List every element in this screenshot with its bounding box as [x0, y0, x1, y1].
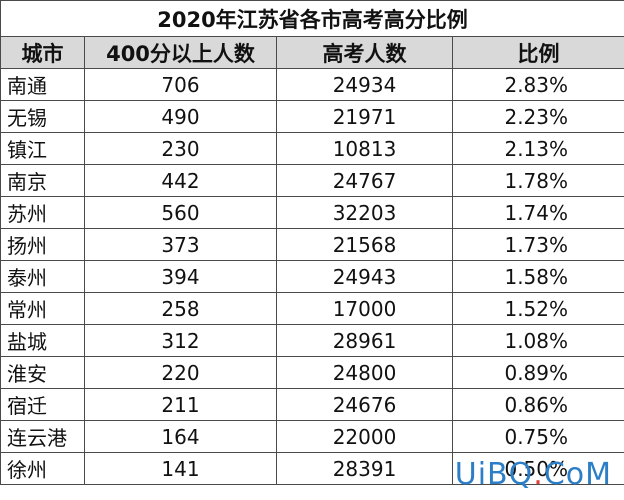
table-row: 连云港 164 22000 0.75% [0, 420, 624, 453]
exam-takers-cell: 24800 [276, 356, 453, 389]
ratio-cell: 1.58% [451, 260, 624, 293]
high-score-count-cell: 373 [84, 228, 277, 261]
ratio-cell: 0.75% [451, 420, 624, 453]
ratio-cell: 0.89% [451, 356, 624, 389]
city-cell: 徐州 [0, 452, 85, 485]
table-body: 南通 706 24934 2.83% 无锡 490 21971 2.23% 镇江 230 10813… [0, 68, 624, 485]
table-row: 南京 442 24767 1.78% [0, 164, 624, 197]
high-score-count-cell: 706 [84, 68, 277, 101]
exam-takers-cell: 24934 [276, 68, 453, 101]
high-score-count-cell: 141 [84, 452, 277, 485]
high-score-count-cell: 560 [84, 196, 277, 229]
ratio-cell: 2.13% [451, 132, 624, 165]
city-cell: 常州 [0, 292, 85, 325]
ratio-cell: 2.23% [451, 100, 624, 133]
high-score-count-cell: 220 [84, 356, 277, 389]
table-row: 常州 258 17000 1.52% [0, 292, 624, 325]
table-row: 扬州 373 21568 1.73% [0, 228, 624, 261]
exam-takers-cell: 32203 [276, 196, 453, 229]
header-row: 城市 400分以上人数 高考人数 比例 [0, 36, 624, 69]
exam-takers-cell: 24943 [276, 260, 453, 293]
exam-takers-cell: 17000 [276, 292, 453, 325]
city-cell: 宿迁 [0, 388, 85, 421]
high-score-count-cell: 164 [84, 420, 277, 453]
ratio-cell: 1.08% [451, 324, 624, 357]
exam-takers-cell: 24767 [276, 164, 453, 197]
ratio-cell: 1.78% [451, 164, 624, 197]
city-cell: 南通 [0, 68, 85, 101]
exam-takers-cell: 28391 [276, 452, 453, 485]
exam-takers-cell: 28961 [276, 324, 453, 357]
ratio-cell: 2.83% [451, 68, 624, 101]
watermark-text-1: UiBQ [454, 457, 534, 492]
high-score-count-cell: 442 [84, 164, 277, 197]
table-row: 苏州 560 32203 1.74% [0, 196, 624, 229]
table-row: 盐城 312 28961 1.08% [0, 324, 624, 357]
ratio-cell: 1.74% [451, 196, 624, 229]
ratio-cell: 0.86% [451, 388, 624, 421]
city-cell: 南京 [0, 164, 85, 197]
table-title: 2020年江苏省各市高考高分比例 [0, 0, 624, 37]
city-cell: 盐城 [0, 324, 85, 357]
watermark-text-2: CoM [543, 457, 612, 492]
ratio-cell: 1.73% [451, 228, 624, 261]
watermark-dot: . [533, 457, 544, 492]
header-exam-takers: 高考人数 [276, 36, 453, 69]
city-cell: 淮安 [0, 356, 85, 389]
table-row: 南通 706 24934 2.83% [0, 68, 624, 101]
header-high-score-count: 400分以上人数 [84, 36, 277, 69]
high-score-count-cell: 490 [84, 100, 277, 133]
watermark-logo: UiBQ.CoM [455, 457, 612, 492]
high-score-count-cell: 258 [84, 292, 277, 325]
exam-takers-cell: 21971 [276, 100, 453, 133]
table-row: 镇江 230 10813 2.13% [0, 132, 624, 165]
table-row: 无锡 490 21971 2.23% [0, 100, 624, 133]
city-cell: 苏州 [0, 196, 85, 229]
city-cell: 连云港 [0, 420, 85, 453]
data-table: 2020年江苏省各市高考高分比例 城市 400分以上人数 高考人数 比例 南通 7… [0, 0, 624, 485]
table-row: 泰州 394 24943 1.58% [0, 260, 624, 293]
city-cell: 镇江 [0, 132, 85, 165]
city-cell: 无锡 [0, 100, 85, 133]
exam-takers-cell: 21568 [276, 228, 453, 261]
title-row: 2020年江苏省各市高考高分比例 [0, 0, 624, 37]
high-score-count-cell: 230 [84, 132, 277, 165]
table-row: 宿迁 211 24676 0.86% [0, 388, 624, 421]
city-cell: 扬州 [0, 228, 85, 261]
ratio-cell: 0.50% [451, 452, 624, 485]
table-row: 徐州 141 28391 0.50% [0, 452, 624, 485]
table-row: 淮安 220 24800 0.89% [0, 356, 624, 389]
high-score-count-cell: 312 [84, 324, 277, 357]
header-city: 城市 [0, 36, 85, 69]
exam-takers-cell: 10813 [276, 132, 453, 165]
high-score-count-cell: 211 [84, 388, 277, 421]
exam-takers-cell: 24676 [276, 388, 453, 421]
city-cell: 泰州 [0, 260, 85, 293]
exam-takers-cell: 22000 [276, 420, 453, 453]
header-ratio: 比例 [451, 36, 624, 69]
high-score-count-cell: 394 [84, 260, 277, 293]
ratio-cell: 1.52% [451, 292, 624, 325]
